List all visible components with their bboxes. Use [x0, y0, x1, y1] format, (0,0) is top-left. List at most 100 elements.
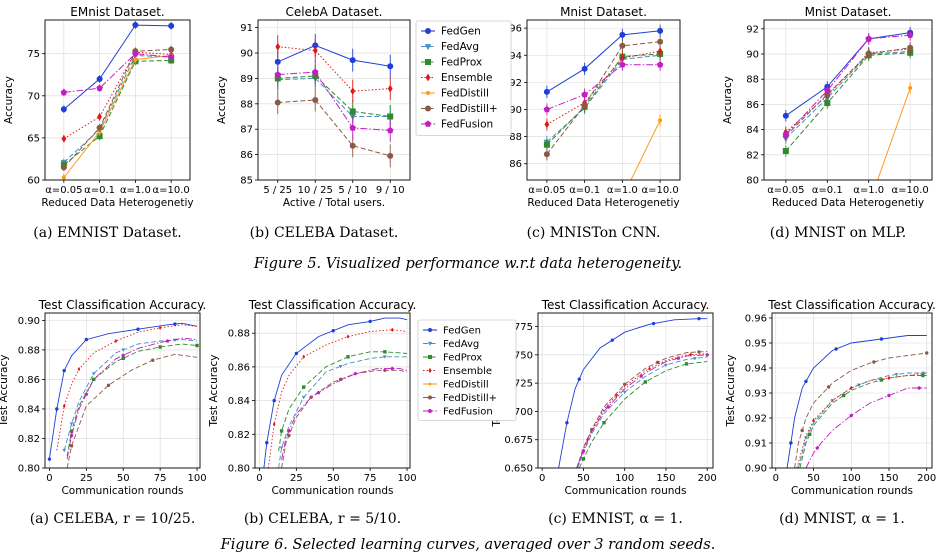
point-feddistill-plus [274, 99, 281, 106]
point-ensemble [312, 46, 318, 55]
legend-box [417, 319, 517, 421]
legend-label-fedgen: FedGen [443, 326, 481, 337]
point-fedfusion [906, 31, 914, 38]
y-tick-label: 0.82 [228, 430, 250, 441]
point-fedgen [60, 106, 67, 113]
x-tick-label: 150 [656, 473, 675, 484]
plot-area [538, 313, 713, 468]
x-axis-label: Reduced Data Heterogenetiy [527, 197, 679, 209]
chart-title: Test Classification Accuracy. [248, 298, 417, 312]
point-fedgen [651, 321, 656, 326]
point-fedgen [657, 27, 664, 34]
x-tick-label: 5 / 25 [263, 185, 292, 196]
y-tick-label: 86 [240, 150, 253, 161]
point-fedfusion [60, 89, 68, 96]
y-tick-label: 88 [746, 75, 759, 86]
series-line-feddistill-plus [63, 49, 172, 168]
series-line-fedgen [277, 44, 391, 67]
y-tick-label: 75 [27, 49, 40, 60]
y-tick-label: 86 [509, 159, 522, 170]
series-line-ensemble [576, 353, 708, 468]
legend-label-ensemble: Ensemble [443, 366, 492, 377]
plot-area [45, 20, 190, 180]
point-fedprox [842, 393, 846, 398]
point-feddistill-plus [925, 351, 929, 355]
chart-f6b: 0.80 0.82 0.84 0.86 0.88 0 25 50 75 100 Test Class… [208, 298, 417, 527]
legend-marker-fedprox [425, 59, 431, 65]
series-line-fedgen [546, 30, 661, 93]
legend-marker-fedfusion [424, 120, 432, 127]
point-ensemble [812, 418, 815, 423]
point-fedgen [565, 421, 569, 425]
point-fedprox [121, 356, 125, 360]
panel-caption: (d) MNIST on MLP. [770, 225, 906, 241]
point-ensemble [586, 437, 589, 442]
point-fedgen [387, 63, 394, 70]
x-tick-label: 0 [773, 473, 779, 484]
y-tick-label: 0.96 [745, 314, 767, 325]
point-ensemble [61, 134, 67, 143]
point-fedprox [158, 345, 162, 349]
point-fedfusion [606, 405, 610, 409]
y-tick-label: 0.750 [504, 350, 533, 361]
point-ensemble [97, 112, 102, 121]
x-tick-label: 9 / 10 [376, 185, 405, 196]
panel-caption: (a) EMNIST Dataset. [33, 225, 182, 241]
y-tick-label: 91 [240, 23, 253, 34]
point-fedfusion [815, 446, 820, 450]
y-tick-label: 0.86 [228, 362, 250, 373]
point-ensemble [346, 334, 350, 339]
point-fedavg [338, 365, 343, 369]
y-tick-label: 0.90 [745, 464, 767, 475]
point-feddistill-plus [312, 97, 319, 103]
point-fedprox [684, 362, 689, 366]
point-fedfusion [84, 392, 89, 396]
x-axis-label: Reduced Data Heterogenetiy [772, 197, 924, 209]
y-tick-label: 0.725 [504, 379, 533, 390]
point-fedfusion [887, 393, 891, 398]
legend-marker-fedprox [428, 355, 432, 359]
plot-area [258, 20, 410, 180]
y-tick-label: 0.88 [228, 329, 250, 340]
x-tick-label: 50 [327, 473, 340, 484]
series-line-fedgen [786, 335, 927, 468]
series-line-fedfusion [66, 337, 198, 460]
point-fedavg [894, 373, 899, 377]
x-tick-label: α=0.05 [528, 185, 565, 196]
point-fedavg [622, 390, 627, 395]
x-tick-label: 100 [188, 473, 207, 484]
y-tick-label: 0.84 [18, 404, 40, 415]
series-line-ensemble [546, 50, 661, 125]
y-tick-label: 92 [509, 78, 522, 89]
point-ensemble [390, 327, 394, 333]
axes-frame [44, 19, 191, 181]
point-feddistill-plus [349, 142, 356, 149]
y-tick-label: 65 [27, 133, 40, 144]
legend-marker-fedfusion [427, 408, 433, 413]
point-fedgen [96, 75, 103, 82]
chart-title: Mnist Dataset. [560, 5, 647, 19]
series-line-fedavg [277, 77, 391, 117]
y-tick-label: 0.90 [18, 316, 40, 327]
point-fedprox [387, 113, 394, 120]
point-fedfusion [656, 61, 664, 68]
series-line-fedprox [277, 75, 391, 117]
series-line-fedgen [263, 317, 408, 468]
panel-caption: (b) CELEBA Dataset. [250, 225, 399, 241]
point-fedavg [921, 371, 925, 375]
point-fedprox [349, 108, 356, 115]
point-fedgen [84, 337, 89, 342]
x-tick-label: 0 [539, 473, 545, 484]
x-tick-label: 0 [46, 473, 52, 484]
x-tick-label: 50 [577, 473, 590, 484]
y-tick-label: 0.93 [745, 389, 767, 400]
point-fedgen [581, 65, 588, 72]
point-fedgen [697, 316, 701, 321]
point-ensemble [275, 42, 281, 51]
x-tick-label: α=0.1 [812, 185, 843, 196]
x-tick-label: α=10.0 [892, 185, 929, 196]
point-feddistill [97, 129, 102, 135]
legend-marker-feddistill-plus [425, 105, 431, 112]
point-ensemble [657, 47, 663, 56]
